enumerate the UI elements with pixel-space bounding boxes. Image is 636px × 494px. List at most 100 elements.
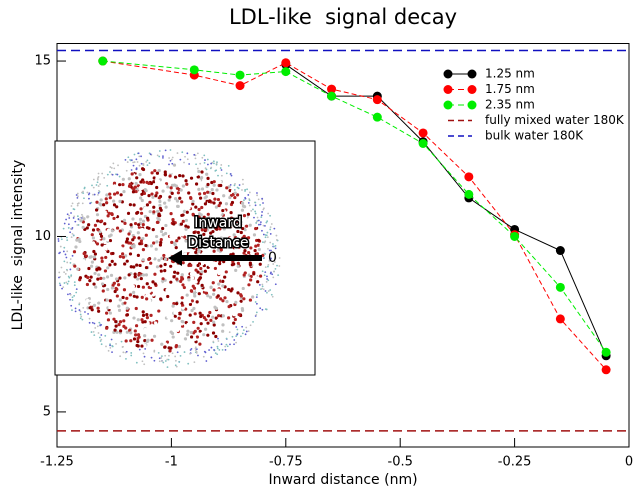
inset-atom — [200, 170, 204, 174]
inset-atom — [190, 289, 194, 293]
inset-atom — [187, 206, 191, 210]
inset-atom — [158, 155, 161, 158]
inset-atom — [108, 238, 113, 243]
inset-atom — [232, 321, 236, 325]
inset-atom — [249, 274, 253, 279]
inset-atom — [215, 169, 218, 172]
inset-atom — [155, 176, 159, 181]
inset-atom — [187, 278, 191, 282]
inset-atom — [269, 226, 272, 229]
inset-atom — [221, 284, 225, 288]
inset-atom — [264, 236, 267, 239]
inset-atom — [133, 153, 136, 156]
inset-atom — [88, 255, 92, 259]
inset-atom — [228, 236, 233, 240]
inset-atom — [122, 351, 125, 354]
inset-atom — [259, 204, 262, 206]
inset-atom — [132, 321, 136, 325]
inset-atom — [184, 179, 188, 183]
inset: Inward Distance 0 — [54, 140, 316, 376]
inset-atom — [167, 358, 170, 361]
inset-atom — [266, 275, 268, 278]
inset-atom — [270, 223, 273, 225]
inset-atom — [58, 276, 60, 279]
inset-atom — [252, 321, 254, 323]
inset-atom — [211, 301, 215, 306]
inset-atom — [254, 289, 258, 293]
inset-atom — [159, 264, 163, 268]
inset-atom — [169, 234, 173, 238]
inset-atom — [225, 237, 229, 242]
inset-atom — [262, 202, 264, 204]
inset-atom — [193, 329, 197, 333]
inset-atom — [97, 172, 100, 175]
inset-atom — [206, 321, 210, 325]
inset-atom — [194, 211, 199, 215]
inset-atom — [198, 329, 202, 333]
inset-atom — [180, 296, 184, 300]
inset-atom — [110, 167, 113, 169]
inset-atom — [179, 222, 184, 226]
inset-atom — [264, 290, 267, 292]
inset-atom — [136, 277, 140, 281]
inset-atom — [152, 180, 156, 184]
inset-atom — [159, 310, 164, 314]
inset-atom — [68, 217, 71, 219]
inset-atom — [236, 291, 240, 295]
inset-atom — [147, 257, 151, 261]
inset-atom — [217, 282, 221, 286]
inset-atom — [121, 255, 126, 259]
inset-atom — [233, 240, 238, 245]
inset-atom — [149, 217, 153, 221]
inset-atom — [144, 265, 149, 270]
inset-atom — [115, 298, 119, 302]
inset-atom — [266, 278, 268, 280]
inset-atom — [157, 309, 161, 313]
inset-atom — [76, 204, 79, 207]
inset-atom — [168, 195, 172, 199]
inset-atom — [110, 229, 115, 233]
inset-atom — [189, 243, 193, 247]
inset-atom — [220, 239, 224, 243]
inset-atom — [233, 286, 237, 290]
inset-atom — [206, 333, 210, 337]
inset-atom — [192, 320, 196, 324]
inset-atom — [226, 294, 230, 298]
inset-atom — [86, 191, 89, 194]
inset-atom — [196, 230, 200, 235]
inset-atom — [214, 352, 217, 355]
inset-atom — [102, 203, 106, 207]
inset-atom — [142, 279, 146, 283]
inset-atom — [202, 316, 206, 320]
inset-atom — [129, 265, 133, 269]
inset-atom — [132, 265, 136, 269]
inset-atom — [67, 227, 70, 229]
inset-atom — [92, 178, 95, 181]
inset-atom — [189, 171, 193, 175]
inset-atom — [181, 306, 185, 310]
inset-atom — [63, 260, 66, 263]
inset-atom — [125, 330, 129, 334]
inset-atom — [111, 351, 113, 354]
inset-atom — [262, 288, 265, 291]
inset-atom — [166, 358, 169, 361]
inset-atom — [128, 203, 132, 207]
inset-atom — [240, 335, 242, 338]
inset-atom — [249, 278, 253, 282]
inset-atom — [93, 322, 96, 325]
inset-atom — [104, 186, 108, 191]
inset-atom — [133, 185, 137, 189]
inset-atom — [273, 227, 276, 230]
inset-atom — [95, 267, 99, 271]
inset-atom — [269, 241, 272, 244]
inset-atom — [188, 313, 192, 317]
inset-atom — [152, 176, 156, 180]
inset-atom — [235, 326, 238, 328]
inset-atom — [137, 152, 140, 155]
data-point — [281, 67, 291, 77]
inset-atom — [97, 309, 101, 313]
inset-atom — [79, 216, 82, 219]
inset-atom — [233, 189, 236, 191]
inset-atom — [90, 331, 93, 333]
inset-atom — [234, 300, 238, 304]
